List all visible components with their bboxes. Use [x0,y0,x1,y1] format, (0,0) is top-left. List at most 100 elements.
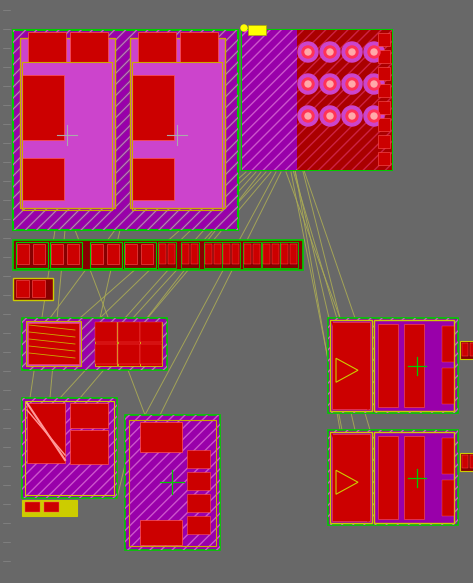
Bar [470,343,473,356]
Circle shape [346,110,358,122]
Bar [125,415,220,550]
Circle shape [320,106,340,126]
Circle shape [305,49,311,55]
Bar [248,25,266,35]
Bar [33,244,45,264]
Bar [27,403,65,463]
Bar [187,516,210,534]
Bar [22,158,64,200]
Bar [25,401,114,495]
Bar [442,480,454,516]
Bar [140,322,162,342]
Bar [470,455,473,468]
Circle shape [371,49,377,55]
Bar [95,322,117,366]
Circle shape [298,42,318,62]
Bar [132,158,174,200]
Circle shape [368,110,380,122]
Bar [460,341,473,359]
Circle shape [302,110,314,122]
Bar [51,244,63,264]
Circle shape [349,113,355,119]
Bar [222,242,240,268]
Bar [138,32,176,62]
Circle shape [241,25,247,31]
Circle shape [364,106,384,126]
Bar [297,30,392,170]
Bar [330,432,372,523]
Bar [17,244,29,264]
Bar [332,434,370,521]
Bar [67,244,79,264]
Circle shape [298,74,318,94]
Bar [272,244,279,264]
Bar [22,318,167,370]
Bar [281,244,288,264]
Bar [262,242,280,268]
Bar [328,430,458,525]
Bar [374,432,454,523]
Bar [378,101,390,114]
Bar [187,472,210,490]
Bar [332,322,370,409]
Bar [32,280,45,297]
Bar [22,318,167,370]
Bar [223,244,230,264]
Circle shape [342,74,362,94]
Bar [90,242,122,268]
Bar [442,368,454,404]
Bar [159,244,166,264]
Circle shape [305,113,311,119]
Bar [132,62,222,210]
Bar [280,242,298,268]
Circle shape [349,81,355,87]
Bar [462,455,468,468]
Bar [140,322,162,366]
Bar [263,244,270,264]
Bar [50,242,82,268]
Circle shape [371,81,377,87]
Bar [232,244,239,264]
Circle shape [327,81,333,87]
Bar [28,32,66,62]
Bar [242,30,297,170]
Bar [118,322,140,366]
Bar [442,326,454,362]
Bar [378,436,398,519]
Bar [253,244,260,264]
Bar [129,420,216,546]
Bar [330,320,372,411]
Circle shape [327,49,333,55]
Bar [132,75,174,140]
Bar [297,30,392,170]
Bar [22,62,112,210]
Bar [328,318,458,413]
Circle shape [368,78,380,90]
Bar [118,322,140,342]
Circle shape [305,81,311,87]
Bar [16,280,29,297]
Bar [182,244,189,264]
Circle shape [342,106,362,126]
Bar [28,323,79,364]
Circle shape [342,42,362,62]
Bar [22,500,77,516]
Bar [70,32,108,62]
Bar [107,244,119,264]
Circle shape [346,78,358,90]
Bar [378,84,390,97]
Bar [243,242,261,268]
Bar [22,75,64,140]
Circle shape [368,46,380,58]
Bar [22,398,117,498]
Bar [125,244,137,264]
Bar [13,240,303,270]
Bar [244,244,251,264]
Bar [180,32,218,62]
Bar [125,415,220,550]
Bar [22,398,117,498]
Bar [44,502,59,512]
Circle shape [324,46,336,58]
Bar [242,30,392,170]
Circle shape [346,46,358,58]
